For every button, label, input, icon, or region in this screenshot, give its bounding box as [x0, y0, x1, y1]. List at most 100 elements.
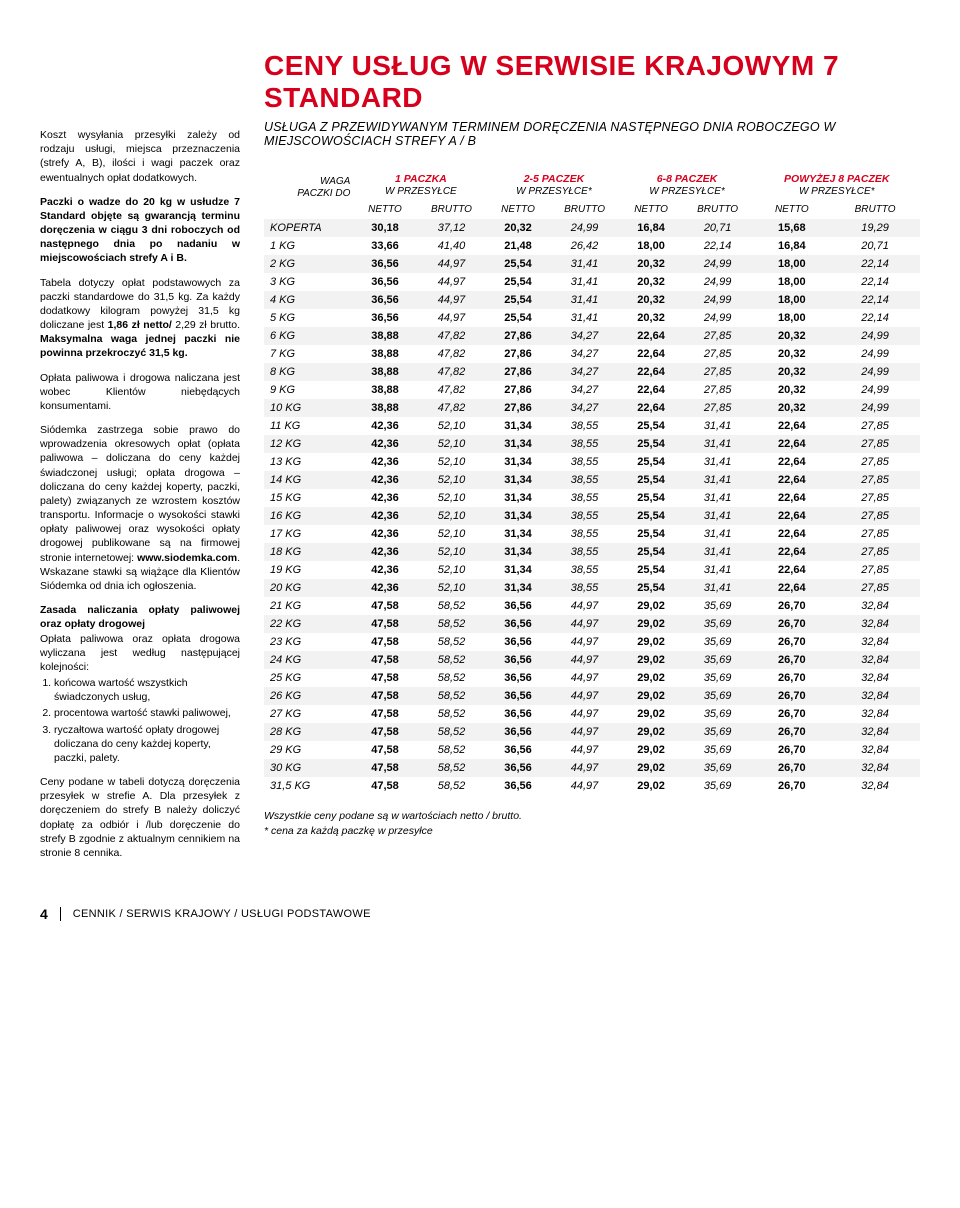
table-row: 10 KG38,8847,8227,8634,2722,6427,8520,32…	[264, 399, 920, 417]
price-cell: 27,86	[487, 363, 548, 381]
price-cell: 38,88	[354, 345, 415, 363]
price-cell: 42,36	[354, 489, 415, 507]
footer-breadcrumb: CENNIK / SERWIS KRAJOWY / USŁUGI PODSTAW…	[73, 908, 371, 920]
price-cell: 18,00	[754, 291, 831, 309]
price-cell: 44,97	[549, 615, 621, 633]
weight-cell: 24 KG	[264, 651, 354, 669]
price-cell: 22,14	[830, 291, 920, 309]
weight-cell: 18 KG	[264, 543, 354, 561]
footer-separator	[60, 907, 61, 921]
price-cell: 35,69	[682, 759, 754, 777]
price-cell: 37,12	[416, 219, 488, 237]
price-cell: 31,41	[682, 471, 754, 489]
price-cell: 26,42	[549, 237, 621, 255]
price-cell: 20,32	[754, 363, 831, 381]
price-cell: 18,00	[754, 255, 831, 273]
price-cell: 41,40	[416, 237, 488, 255]
table-row: 16 KG42,3652,1031,3438,5525,5431,4122,64…	[264, 507, 920, 525]
table-row: 18 KG42,3652,1031,3438,5525,5431,4122,64…	[264, 543, 920, 561]
price-cell: 31,41	[682, 417, 754, 435]
price-cell: 36,56	[487, 651, 548, 669]
weight-cell: 8 KG	[264, 363, 354, 381]
table-row: 24 KG47,5858,5236,5644,9729,0235,6926,70…	[264, 651, 920, 669]
price-cell: 35,69	[682, 597, 754, 615]
weight-cell: 4 KG	[264, 291, 354, 309]
group-4-sub: W PRZESYŁCE*	[799, 186, 875, 197]
price-cell: 38,55	[549, 435, 621, 453]
price-cell: 31,41	[549, 309, 621, 327]
price-cell: 26,70	[754, 759, 831, 777]
intro-p5: Siódemka zastrzega sobie prawo do wprowa…	[40, 423, 240, 593]
weight-cell: KOPERTA	[264, 219, 354, 237]
table-row: 5 KG36,5644,9725,5431,4120,3224,9918,002…	[264, 309, 920, 327]
price-cell: 42,36	[354, 561, 415, 579]
price-cell: 25,54	[487, 291, 548, 309]
weight-cell: 27 KG	[264, 705, 354, 723]
price-cell: 31,34	[487, 543, 548, 561]
price-cell: 38,55	[549, 543, 621, 561]
price-cell: 47,82	[416, 399, 488, 417]
table-row: 29 KG47,5858,5236,5644,9729,0235,6926,70…	[264, 741, 920, 759]
price-cell: 52,10	[416, 561, 488, 579]
price-cell: 47,82	[416, 381, 488, 399]
price-cell: 25,54	[620, 543, 681, 561]
weight-cell: 20 KG	[264, 579, 354, 597]
price-cell: 47,58	[354, 651, 415, 669]
price-cell: 22,64	[754, 561, 831, 579]
price-cell: 58,52	[416, 723, 488, 741]
weight-cell: 17 KG	[264, 525, 354, 543]
price-cell: 24,99	[830, 327, 920, 345]
price-cell: 34,27	[549, 399, 621, 417]
price-cell: 32,84	[830, 669, 920, 687]
price-cell: 44,97	[416, 273, 488, 291]
weight-label-paczki: PACZKI DO	[297, 188, 350, 199]
price-cell: 47,58	[354, 705, 415, 723]
price-cell: 20,71	[682, 219, 754, 237]
price-cell: 26,70	[754, 705, 831, 723]
price-cell: 52,10	[416, 417, 488, 435]
price-cell: 36,56	[487, 615, 548, 633]
price-cell: 32,84	[830, 759, 920, 777]
intro-p7: Ceny podane w tabeli dotyczą doręczenia …	[40, 775, 240, 860]
price-cell: 27,85	[830, 471, 920, 489]
price-cell: 47,58	[354, 687, 415, 705]
weight-cell: 23 KG	[264, 633, 354, 651]
price-cell: 32,84	[830, 687, 920, 705]
price-cell: 38,88	[354, 327, 415, 345]
price-cell: 24,99	[682, 255, 754, 273]
price-cell: 52,10	[416, 453, 488, 471]
weight-cell: 25 KG	[264, 669, 354, 687]
price-cell: 38,55	[549, 453, 621, 471]
page-number: 4	[40, 906, 48, 922]
price-cell: 58,52	[416, 615, 488, 633]
price-cell: 36,56	[354, 255, 415, 273]
price-table: WAGA PACZKI DO 1 PACZKAW PRZESYŁCE 2-5 P…	[264, 170, 920, 795]
table-row: 26 KG47,5858,5236,5644,9729,0235,6926,70…	[264, 687, 920, 705]
price-cell: 20,32	[620, 291, 681, 309]
price-cell: 24,99	[549, 219, 621, 237]
price-cell: 52,10	[416, 435, 488, 453]
price-cell: 52,10	[416, 471, 488, 489]
price-cell: 24,99	[830, 363, 920, 381]
price-cell: 35,69	[682, 651, 754, 669]
weight-cell: 26 KG	[264, 687, 354, 705]
table-row: 8 KG38,8847,8227,8634,2722,6427,8520,322…	[264, 363, 920, 381]
price-cell: 26,70	[754, 633, 831, 651]
intro-p3: Tabela dotyczy opłat podstawowych za pac…	[40, 276, 240, 361]
weight-cell: 19 KG	[264, 561, 354, 579]
price-cell: 25,54	[487, 255, 548, 273]
weight-cell: 5 KG	[264, 309, 354, 327]
price-cell: 15,68	[754, 219, 831, 237]
col-netto-3: NETTO	[620, 201, 681, 219]
price-cell: 58,52	[416, 651, 488, 669]
price-cell: 35,69	[682, 633, 754, 651]
price-cell: 27,85	[830, 453, 920, 471]
price-cell: 52,10	[416, 507, 488, 525]
price-cell: 29,02	[620, 633, 681, 651]
price-cell: 52,10	[416, 543, 488, 561]
table-row: 21 KG47,5858,5236,5644,9729,0235,6926,70…	[264, 597, 920, 615]
intro-p6: Opłata paliwowa oraz opłata drogowa wyli…	[40, 632, 240, 675]
price-cell: 38,55	[549, 561, 621, 579]
price-cell: 29,02	[620, 741, 681, 759]
price-cell: 32,84	[830, 651, 920, 669]
